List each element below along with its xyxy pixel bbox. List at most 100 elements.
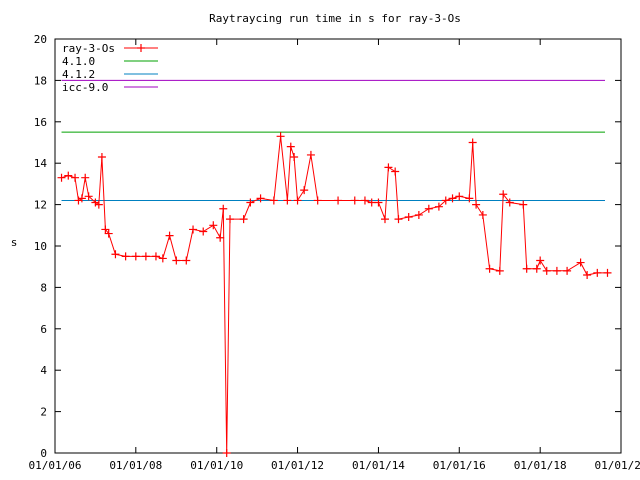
data-point xyxy=(455,192,464,201)
x-tick-label: 01/01/06 xyxy=(29,459,82,472)
data-point xyxy=(536,256,545,265)
x-tick-label: 01/01/10 xyxy=(190,459,243,472)
data-point xyxy=(478,210,487,219)
legend-marker xyxy=(137,44,145,52)
data-point xyxy=(101,225,110,234)
data-point xyxy=(77,194,86,203)
data-point xyxy=(522,264,531,273)
data-point xyxy=(97,152,106,161)
y-tick-label: 14 xyxy=(34,157,48,170)
data-point xyxy=(414,210,423,219)
data-point xyxy=(499,190,508,199)
data-point xyxy=(57,173,66,182)
data-point xyxy=(222,449,231,457)
data-point xyxy=(121,252,130,261)
x-tick-label: 01/01/14 xyxy=(352,459,405,472)
y-tick-label: 18 xyxy=(34,74,47,87)
y-axis: 0 2 4 6 8 10 12 14 16 18 20 xyxy=(34,33,621,460)
data-point xyxy=(505,198,514,207)
data-point xyxy=(367,198,376,207)
data-point xyxy=(141,252,150,261)
data-point xyxy=(81,173,90,182)
data-point xyxy=(576,258,585,267)
legend-label: 4.1.2 xyxy=(62,68,95,81)
data-point xyxy=(239,215,248,224)
data-point xyxy=(360,196,369,205)
data-point xyxy=(165,231,174,240)
x-tick-label: 01/01/20 xyxy=(595,459,640,472)
data-point xyxy=(189,225,198,234)
x-tick-label: 01/01/12 xyxy=(271,459,324,472)
data-point xyxy=(519,200,528,209)
data-point xyxy=(74,196,83,205)
data-point xyxy=(391,167,400,176)
data-point xyxy=(158,254,167,263)
data-point xyxy=(293,196,302,205)
legend-label: 4.1.0 xyxy=(62,55,95,68)
y-tick-label: 2 xyxy=(40,406,47,419)
reference-lines xyxy=(61,79,605,201)
data-point xyxy=(246,198,255,207)
data-point xyxy=(226,215,235,224)
data-point xyxy=(182,256,191,265)
data-point xyxy=(404,213,413,222)
legend-label: ray-3-Os xyxy=(62,42,115,55)
y-tick-label: 0 xyxy=(40,447,47,460)
data-point xyxy=(495,266,504,275)
data-point xyxy=(485,264,494,273)
data-point xyxy=(276,132,285,141)
data-point xyxy=(384,163,393,172)
data-point xyxy=(424,204,433,213)
x-axis: 01/01/06 01/01/08 01/01/10 01/01/12 01/01/14… xyxy=(29,39,640,472)
x-tick-label: 01/01/08 xyxy=(109,459,162,472)
data-point xyxy=(552,266,561,275)
data-point xyxy=(300,186,309,195)
x-tick-label: 01/01/16 xyxy=(433,459,486,472)
data-point xyxy=(71,173,80,182)
data-point xyxy=(468,138,477,147)
data-point xyxy=(434,202,443,211)
data-point xyxy=(216,233,225,242)
data-point xyxy=(256,194,265,203)
series-line-ray-3-Os xyxy=(61,136,608,454)
data-point xyxy=(199,227,208,236)
data-point xyxy=(593,268,602,277)
data-point xyxy=(64,171,73,180)
data-point xyxy=(172,256,181,265)
data-point xyxy=(151,252,160,261)
data-point xyxy=(290,152,299,161)
y-axis-label: s xyxy=(11,236,18,249)
data-point xyxy=(104,229,113,238)
data-point xyxy=(94,200,103,209)
data-point xyxy=(313,196,322,205)
y-tick-label: 4 xyxy=(40,364,47,377)
data-point xyxy=(472,200,481,209)
data-point xyxy=(111,250,120,259)
y-tick-label: 20 xyxy=(34,33,47,46)
data-point xyxy=(209,221,218,230)
data-point xyxy=(84,192,93,201)
data-point xyxy=(269,196,278,205)
data-point xyxy=(350,196,359,205)
data-point xyxy=(448,194,457,203)
y-tick-label: 6 xyxy=(40,323,47,336)
data-point xyxy=(380,215,389,224)
series-ray-3-Os xyxy=(57,132,612,457)
plot-frame xyxy=(54,38,622,454)
data-point xyxy=(283,196,292,205)
data-point xyxy=(532,264,541,273)
data-point xyxy=(131,252,140,261)
data-point xyxy=(286,142,295,151)
data-point xyxy=(583,270,592,279)
legend-label: icc-9.0 xyxy=(62,81,108,94)
data-point xyxy=(394,215,403,224)
y-tick-label: 12 xyxy=(34,199,47,212)
data-point xyxy=(334,196,343,205)
data-point xyxy=(465,194,474,203)
data-point xyxy=(542,266,551,275)
data-point xyxy=(374,198,383,207)
data-point xyxy=(219,204,228,213)
data-point xyxy=(563,266,572,275)
